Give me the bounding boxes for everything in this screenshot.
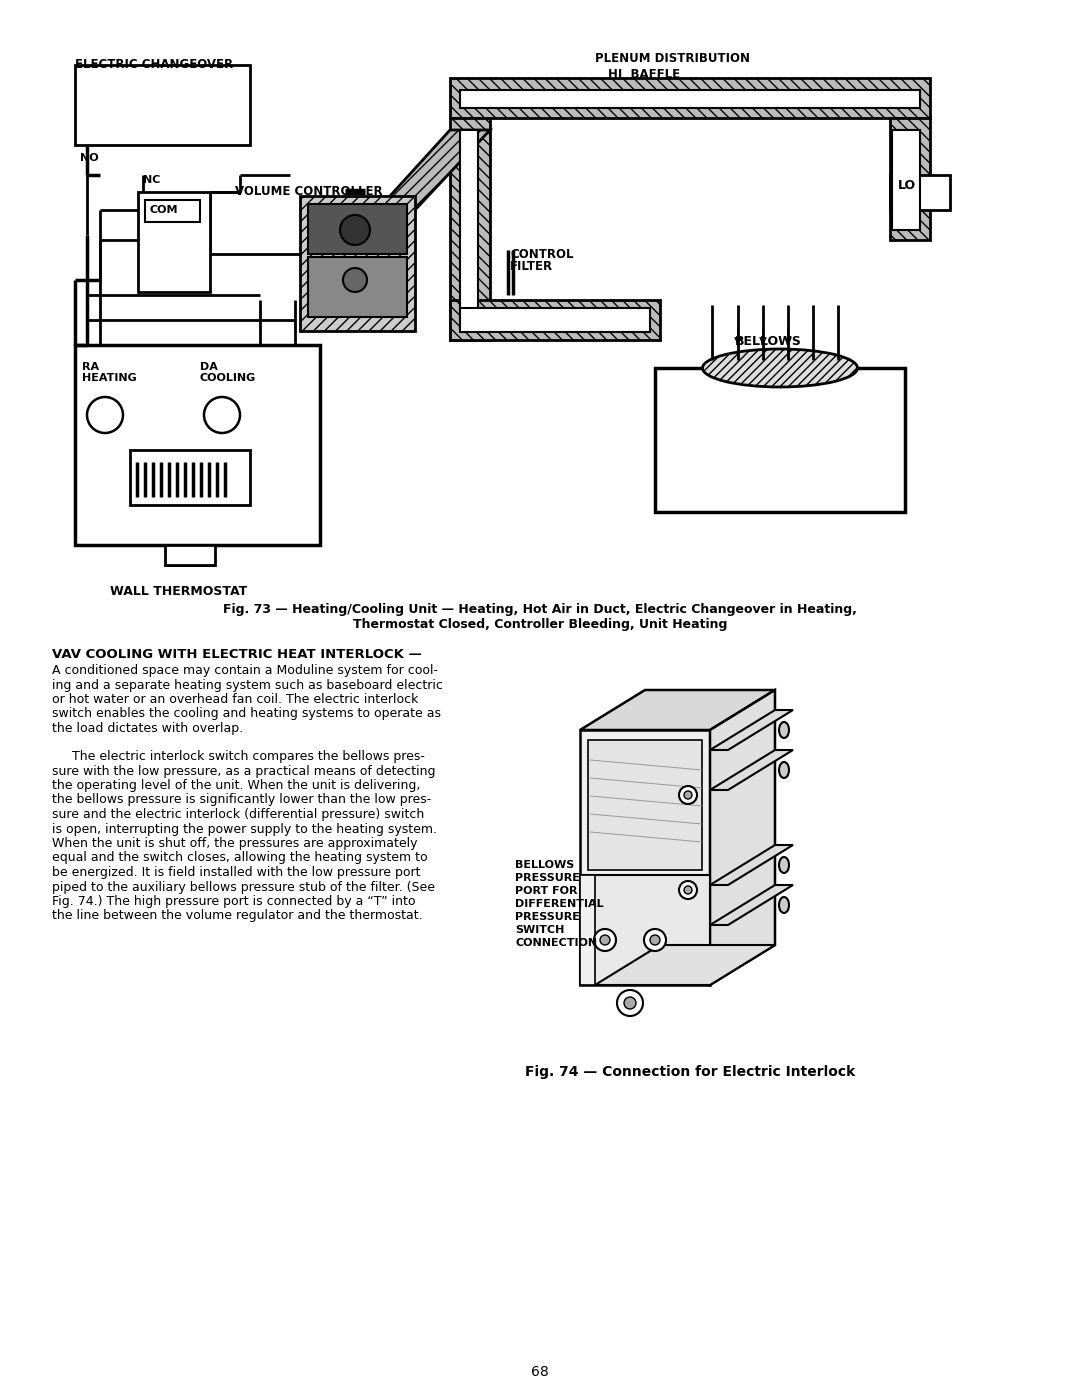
Polygon shape xyxy=(460,130,478,328)
Polygon shape xyxy=(890,117,930,240)
Text: the load dictates with overlap.: the load dictates with overlap. xyxy=(52,722,243,735)
Bar xyxy=(165,545,215,564)
Polygon shape xyxy=(390,130,490,210)
Polygon shape xyxy=(450,117,490,339)
Ellipse shape xyxy=(779,761,789,778)
Bar xyxy=(588,740,702,870)
Circle shape xyxy=(343,268,367,292)
Text: LO: LO xyxy=(897,179,916,191)
Text: the operating level of the unit. When the unit is delivering,: the operating level of the unit. When th… xyxy=(52,780,420,792)
Polygon shape xyxy=(460,89,920,108)
Bar xyxy=(130,450,249,504)
Circle shape xyxy=(650,935,660,944)
Polygon shape xyxy=(460,307,650,332)
Text: DA: DA xyxy=(200,362,218,372)
Ellipse shape xyxy=(779,856,789,873)
Text: equal and the switch closes, allowing the heating system to: equal and the switch closes, allowing th… xyxy=(52,852,428,865)
Polygon shape xyxy=(450,78,930,117)
Circle shape xyxy=(87,397,123,433)
Circle shape xyxy=(684,886,692,894)
Bar xyxy=(580,875,595,985)
Ellipse shape xyxy=(779,722,789,738)
Bar xyxy=(308,204,407,254)
Text: Thermostat Closed, Controller Bleeding, Unit Heating: Thermostat Closed, Controller Bleeding, … xyxy=(353,617,727,631)
Bar xyxy=(580,731,710,985)
Text: HI  BAFFLE: HI BAFFLE xyxy=(608,68,680,81)
Circle shape xyxy=(600,935,610,944)
Circle shape xyxy=(644,929,666,951)
Text: RA: RA xyxy=(82,362,99,372)
Text: WALL THERMOSTAT: WALL THERMOSTAT xyxy=(110,585,247,598)
Circle shape xyxy=(204,397,240,433)
Text: CONNECTION: CONNECTION xyxy=(515,937,597,949)
Text: PLENUM DISTRIBUTION: PLENUM DISTRIBUTION xyxy=(595,52,750,66)
Text: switch enables the cooling and heating systems to operate as: switch enables the cooling and heating s… xyxy=(52,707,441,721)
Text: COM: COM xyxy=(150,205,178,215)
Text: is open, interrupting the power supply to the heating system.: is open, interrupting the power supply t… xyxy=(52,823,437,835)
Text: COOLING: COOLING xyxy=(200,373,256,383)
Text: A conditioned space may contain a Moduline system for cool-: A conditioned space may contain a Moduli… xyxy=(52,664,438,678)
Bar xyxy=(138,191,210,292)
Bar xyxy=(75,66,249,145)
Text: the bellows pressure is significantly lower than the low pres-: the bellows pressure is significantly lo… xyxy=(52,793,431,806)
Text: BELLOWS: BELLOWS xyxy=(515,861,575,870)
Polygon shape xyxy=(580,690,775,731)
Circle shape xyxy=(594,929,616,951)
Text: be energized. It is field installed with the low pressure port: be energized. It is field installed with… xyxy=(52,866,420,879)
Text: or hot water or an overhead fan coil. The electric interlock: or hot water or an overhead fan coil. Th… xyxy=(52,693,418,705)
Circle shape xyxy=(340,215,370,244)
Polygon shape xyxy=(710,710,793,750)
Text: PORT FOR: PORT FOR xyxy=(515,886,578,895)
Text: DIFFERENTIAL: DIFFERENTIAL xyxy=(515,900,604,909)
Polygon shape xyxy=(892,130,920,231)
Text: PRESSURE: PRESSURE xyxy=(515,912,580,922)
Text: BELLOWS: BELLOWS xyxy=(735,335,801,348)
Text: the line between the volume regulator and the thermostat.: the line between the volume regulator an… xyxy=(52,909,422,922)
Polygon shape xyxy=(595,944,775,985)
Text: NC: NC xyxy=(143,175,160,184)
Bar xyxy=(308,257,407,317)
Text: sure and the electric interlock (differential pressure) switch: sure and the electric interlock (differe… xyxy=(52,807,424,821)
Text: CONTROL: CONTROL xyxy=(510,249,573,261)
Text: sure with the low pressure, as a practical means of detecting: sure with the low pressure, as a practic… xyxy=(52,764,435,778)
Text: When the unit is shut off, the pressures are approximately: When the unit is shut off, the pressures… xyxy=(52,837,418,849)
Circle shape xyxy=(624,997,636,1009)
Bar xyxy=(890,175,950,210)
Bar xyxy=(300,196,415,331)
Circle shape xyxy=(679,787,697,805)
Text: Fig. 74.) The high pressure port is connected by a “T” into: Fig. 74.) The high pressure port is conn… xyxy=(52,895,416,908)
Polygon shape xyxy=(450,300,660,339)
Bar xyxy=(145,200,200,222)
Text: HEATING: HEATING xyxy=(82,373,137,383)
Text: FILTER: FILTER xyxy=(510,260,553,272)
Text: The electric interlock switch compares the bellows pres-: The electric interlock switch compares t… xyxy=(72,750,424,763)
Text: VOLUME CONTROLLER: VOLUME CONTROLLER xyxy=(235,184,382,198)
Polygon shape xyxy=(654,367,905,511)
Text: ELECTRIC CHANGEOVER: ELECTRIC CHANGEOVER xyxy=(75,59,233,71)
Text: 68: 68 xyxy=(531,1365,549,1379)
Polygon shape xyxy=(710,845,793,886)
Circle shape xyxy=(684,791,692,799)
Ellipse shape xyxy=(702,349,858,387)
Text: NO: NO xyxy=(80,154,98,163)
Bar xyxy=(75,345,320,545)
Polygon shape xyxy=(710,886,793,925)
Text: PRESSURE: PRESSURE xyxy=(515,873,580,883)
Polygon shape xyxy=(710,750,793,789)
Text: piped to the auxiliary bellows pressure stub of the filter. (See: piped to the auxiliary bellows pressure … xyxy=(52,880,435,894)
Text: Fig. 74 — Connection for Electric Interlock: Fig. 74 — Connection for Electric Interl… xyxy=(525,1065,855,1078)
Polygon shape xyxy=(710,690,775,985)
Bar xyxy=(580,875,710,985)
Text: VAV COOLING WITH ELECTRIC HEAT INTERLOCK —: VAV COOLING WITH ELECTRIC HEAT INTERLOCK… xyxy=(52,648,422,661)
Ellipse shape xyxy=(779,897,789,914)
Circle shape xyxy=(679,882,697,900)
Text: SWITCH: SWITCH xyxy=(515,925,565,935)
Text: ing and a separate heating system such as baseboard electric: ing and a separate heating system such a… xyxy=(52,679,443,692)
Text: Fig. 73 — Heating/Cooling Unit — Heating, Hot Air in Duct, Electric Changeover i: Fig. 73 — Heating/Cooling Unit — Heating… xyxy=(224,604,856,616)
Circle shape xyxy=(617,990,643,1016)
